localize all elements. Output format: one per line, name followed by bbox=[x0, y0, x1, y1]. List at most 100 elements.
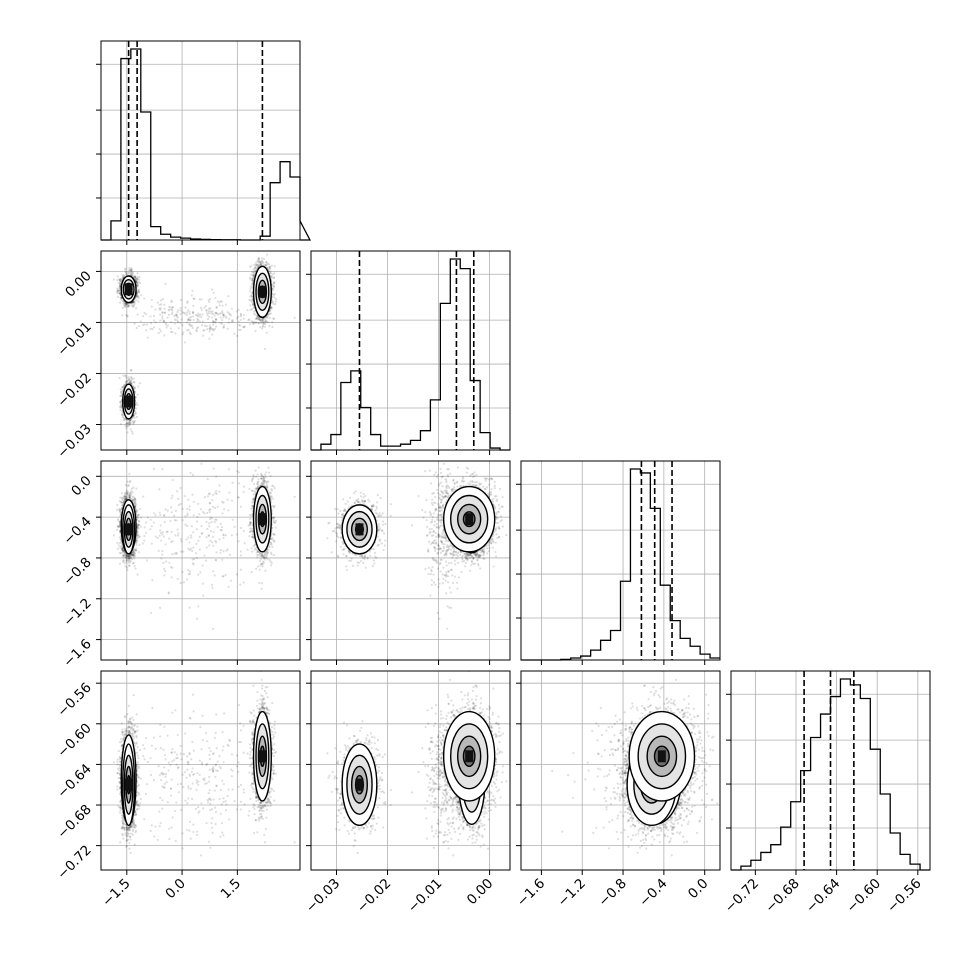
sample-point bbox=[132, 301, 135, 304]
sample-point bbox=[257, 257, 260, 260]
sample-point bbox=[251, 279, 254, 283]
sample-point bbox=[269, 266, 272, 269]
sample-point bbox=[135, 299, 138, 302]
sample-point bbox=[129, 271, 133, 275]
sample-point bbox=[133, 274, 136, 277]
sample-point bbox=[130, 430, 133, 433]
sample-point bbox=[130, 268, 133, 271]
sample-point bbox=[120, 392, 123, 395]
sample-point bbox=[135, 401, 138, 404]
sample-point bbox=[251, 303, 254, 306]
sample-point bbox=[133, 416, 136, 419]
sample-point bbox=[119, 282, 122, 286]
sample-point bbox=[256, 314, 259, 318]
sample-point bbox=[266, 262, 269, 265]
sample-point bbox=[134, 277, 137, 280]
sample-point bbox=[272, 288, 275, 291]
sample-point bbox=[257, 315, 260, 319]
sample-point bbox=[121, 299, 124, 303]
sample-point bbox=[122, 304, 126, 307]
sample-point bbox=[119, 401, 122, 404]
sample-point bbox=[125, 380, 128, 383]
sample-point bbox=[271, 273, 274, 276]
sample-point bbox=[252, 310, 256, 313]
sample-point bbox=[128, 419, 132, 423]
sample-point bbox=[116, 291, 119, 294]
sample-point bbox=[123, 304, 127, 307]
sample-point bbox=[127, 304, 130, 307]
sample-point bbox=[123, 383, 126, 387]
sample-point bbox=[135, 280, 138, 283]
sample-point bbox=[126, 422, 129, 425]
sample-point bbox=[131, 420, 135, 423]
sample-point bbox=[251, 274, 255, 277]
sample-point bbox=[116, 278, 119, 282]
sample-point bbox=[260, 260, 263, 263]
sample-point bbox=[269, 270, 272, 273]
sample-point bbox=[248, 276, 252, 279]
sample-point bbox=[121, 416, 125, 419]
sample-point bbox=[258, 260, 261, 263]
sample-point bbox=[121, 386, 124, 389]
sample-point bbox=[134, 276, 137, 279]
sample-point bbox=[118, 289, 121, 292]
sample-point bbox=[125, 376, 128, 379]
sample-point bbox=[126, 379, 129, 382]
scatter-points bbox=[112, 251, 296, 435]
sample-point bbox=[257, 322, 261, 325]
sample-point bbox=[259, 262, 262, 265]
sample-point bbox=[122, 274, 125, 277]
histogram-2 bbox=[521, 468, 720, 661]
sample-point bbox=[251, 277, 254, 280]
sample-point bbox=[127, 271, 130, 274]
sample-point bbox=[134, 390, 137, 393]
sample-point bbox=[120, 391, 123, 394]
sample-point bbox=[120, 389, 124, 392]
sample-point bbox=[273, 285, 276, 289]
sample-point bbox=[254, 313, 257, 316]
sample-point bbox=[136, 277, 139, 280]
sample-point bbox=[119, 293, 122, 296]
sample-point bbox=[116, 289, 120, 292]
sample-point bbox=[135, 280, 138, 283]
sample-point bbox=[121, 385, 124, 389]
sample-point bbox=[125, 302, 128, 305]
sample-point bbox=[118, 292, 122, 295]
sample-point bbox=[136, 285, 139, 288]
sample-point bbox=[120, 413, 124, 416]
sample-point bbox=[124, 272, 128, 275]
sample-point bbox=[259, 263, 262, 266]
sample-point bbox=[125, 302, 128, 305]
sample-point bbox=[118, 286, 121, 290]
sample-point bbox=[132, 305, 135, 308]
sample-point bbox=[119, 301, 122, 304]
sample-point bbox=[127, 424, 131, 427]
sample-point bbox=[119, 279, 122, 282]
sample-point bbox=[136, 403, 139, 406]
sample-point bbox=[118, 400, 122, 404]
sample-point bbox=[137, 281, 141, 284]
sample-point bbox=[118, 287, 121, 290]
sample-point bbox=[131, 271, 134, 274]
sample-point bbox=[269, 312, 272, 315]
sample-point bbox=[123, 301, 126, 304]
sample-point bbox=[118, 291, 121, 295]
sample-point bbox=[129, 422, 132, 425]
sample-point bbox=[118, 278, 121, 282]
sample-point bbox=[270, 264, 273, 267]
sample-point bbox=[129, 418, 132, 422]
sample-point bbox=[124, 380, 128, 383]
sample-point bbox=[138, 382, 142, 385]
sample-point bbox=[116, 292, 119, 295]
sample-point bbox=[133, 381, 136, 384]
sample-point bbox=[128, 269, 131, 272]
sample-point bbox=[274, 302, 277, 306]
sample-point bbox=[257, 264, 261, 268]
histogram-0 bbox=[101, 48, 312, 241]
sample-point bbox=[266, 315, 269, 318]
panel-1-0 bbox=[96, 250, 301, 451]
sample-point bbox=[273, 281, 276, 284]
sample-point bbox=[134, 275, 137, 279]
sample-point bbox=[130, 272, 133, 276]
sample-point bbox=[118, 280, 122, 283]
